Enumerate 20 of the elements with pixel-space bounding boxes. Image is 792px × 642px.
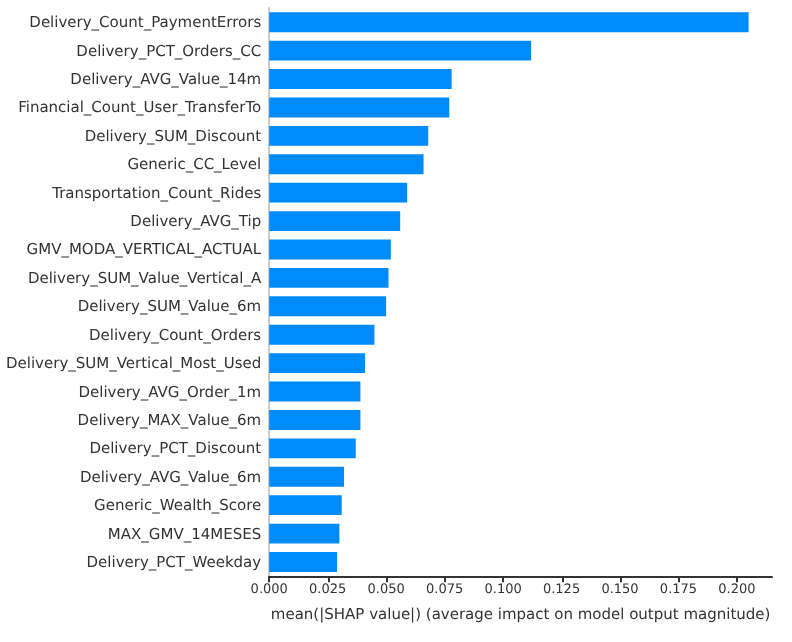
bar xyxy=(269,353,366,374)
bar xyxy=(269,12,749,33)
bar xyxy=(269,182,408,203)
bar xyxy=(269,438,356,459)
bar xyxy=(269,69,452,89)
bar xyxy=(269,125,429,146)
bar xyxy=(269,410,361,430)
bar xyxy=(269,239,391,260)
bar xyxy=(269,267,389,288)
bar xyxy=(269,381,361,402)
bar xyxy=(269,552,338,572)
bar xyxy=(269,523,340,544)
bar xyxy=(269,211,401,232)
bar xyxy=(269,40,532,61)
bar xyxy=(269,296,387,317)
bar xyxy=(269,97,450,118)
bar xyxy=(269,495,342,516)
bar xyxy=(269,466,345,487)
bar xyxy=(269,154,424,175)
bar xyxy=(269,324,375,345)
